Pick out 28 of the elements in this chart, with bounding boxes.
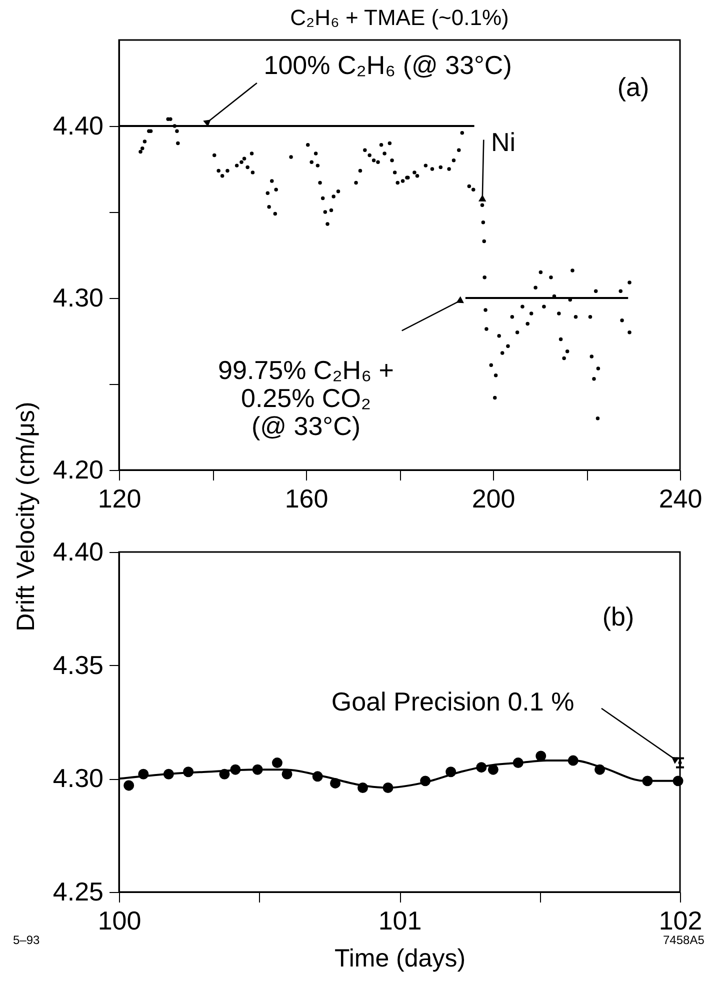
annotation: (a): [617, 72, 650, 102]
point: [536, 750, 546, 762]
annotation: Ni: [491, 127, 516, 158]
x-axis-title: Time (days): [334, 944, 466, 972]
y-tick-label: 4.35: [52, 650, 104, 680]
x-tick-label: 120: [98, 484, 142, 514]
y-tick-label: 4.40: [52, 536, 104, 566]
point: [124, 780, 134, 791]
x-tick-label: 100: [98, 906, 142, 936]
annotation: (b): [602, 602, 634, 632]
text: 5–93: [13, 933, 40, 947]
x-tick-label: 102: [658, 906, 702, 936]
x-tick-label: 240: [658, 484, 702, 514]
annotation: 99.75% C₂H₆ + 0.25% CO₂ (@ 33°C): [218, 354, 394, 441]
annotation: 100% C₂H₆ (@ 33°C): [264, 50, 512, 80]
x-tick-label: 101: [378, 906, 422, 936]
y-tick-label: 4.30: [52, 282, 104, 312]
chart-title: C₂H₆ + TMAE (~0.1%): [290, 5, 509, 30]
point: [272, 758, 282, 768]
y-axis-title: Drift Velocity (cm/μs): [12, 402, 40, 632]
y-tick-label: 4.30: [52, 763, 104, 794]
text: 7458A5: [663, 933, 705, 947]
x-tick-label: 200: [472, 484, 516, 514]
annotation: Goal Precision 0.1 %: [331, 686, 574, 717]
y-tick-label: 4.40: [52, 110, 104, 140]
y-tick-label: 4.20: [52, 454, 104, 484]
y-tick-label: 4.25: [52, 876, 104, 906]
x-tick-label: 160: [284, 484, 328, 514]
